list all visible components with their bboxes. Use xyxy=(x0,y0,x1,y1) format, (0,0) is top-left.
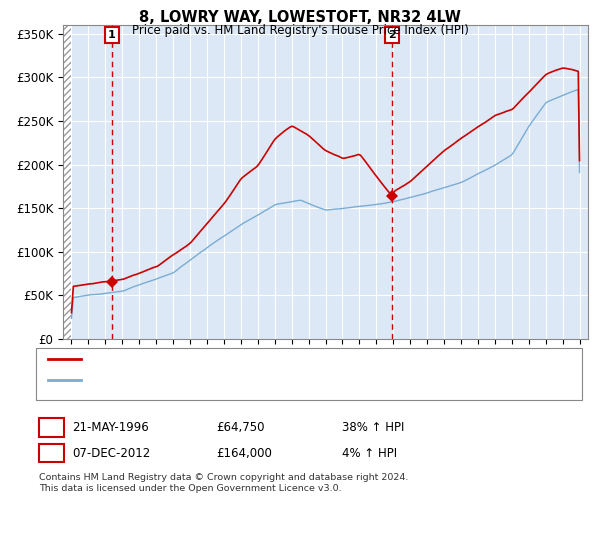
Text: £64,750: £64,750 xyxy=(216,421,265,435)
Text: £164,000: £164,000 xyxy=(216,446,272,460)
Text: 1: 1 xyxy=(47,421,56,435)
Text: 8, LOWRY WAY, LOWESTOFT, NR32 4LW: 8, LOWRY WAY, LOWESTOFT, NR32 4LW xyxy=(139,10,461,25)
Text: HPI: Average price, semi-detached house, East Suffolk: HPI: Average price, semi-detached house,… xyxy=(87,375,390,385)
Text: 07-DEC-2012: 07-DEC-2012 xyxy=(72,446,150,460)
Text: 8, LOWRY WAY, LOWESTOFT, NR32 4LW (semi-detached house): 8, LOWRY WAY, LOWESTOFT, NR32 4LW (semi-… xyxy=(87,354,440,363)
Text: 38% ↑ HPI: 38% ↑ HPI xyxy=(342,421,404,435)
Bar xyxy=(63,25,71,339)
Text: 1: 1 xyxy=(108,30,116,40)
Text: Price paid vs. HM Land Registry's House Price Index (HPI): Price paid vs. HM Land Registry's House … xyxy=(131,24,469,36)
Text: 2: 2 xyxy=(47,446,56,460)
Text: 4% ↑ HPI: 4% ↑ HPI xyxy=(342,446,397,460)
Text: 21-MAY-1996: 21-MAY-1996 xyxy=(72,421,149,435)
Text: 2: 2 xyxy=(388,30,396,40)
Text: Contains HM Land Registry data © Crown copyright and database right 2024.
This d: Contains HM Land Registry data © Crown c… xyxy=(39,473,409,493)
